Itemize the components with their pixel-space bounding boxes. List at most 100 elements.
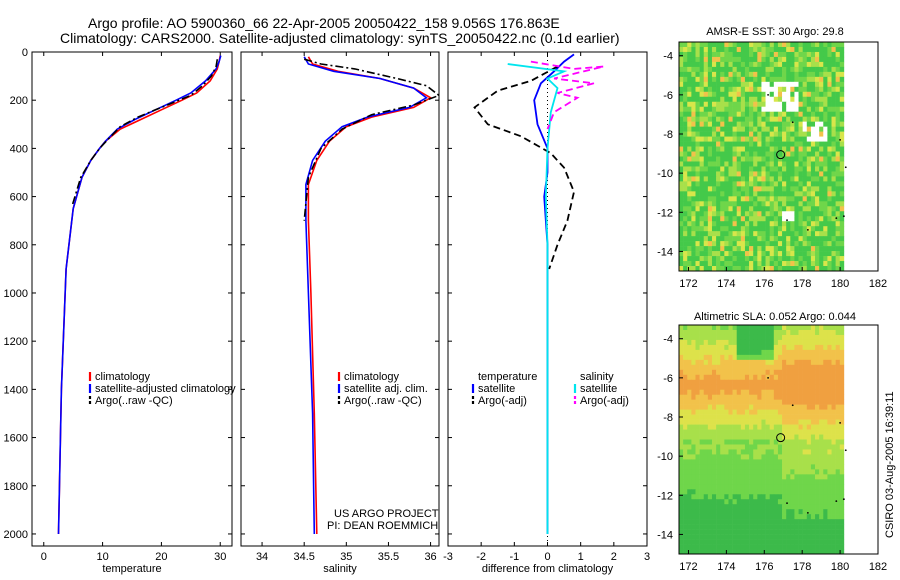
legend-label: Argo(..raw -QC)	[344, 395, 422, 407]
y-tick-label: 1800	[4, 481, 28, 493]
coast-dot	[786, 219, 788, 222]
project-note-line-2: PI: DEAN ROEMMICH	[327, 520, 438, 532]
legend-label: climatology	[95, 371, 151, 383]
legend-label: Argo(-adj)	[580, 395, 629, 407]
coast-dot	[806, 228, 809, 231]
map-x-tick-label: 182	[869, 278, 887, 290]
map-y-tick-label: -14	[657, 529, 673, 541]
temperature-panel	[31, 51, 233, 547]
y-tick-label: 400	[10, 143, 28, 155]
y-tick-label: 1400	[4, 384, 28, 396]
coast-dot	[767, 93, 769, 96]
difference-plot: -3 -2 -1 0 1 2 3 difference from climatology tem…	[443, 51, 650, 575]
legend-label: Argo(-adj)	[478, 395, 527, 407]
map-x-tick-label: 174	[717, 278, 735, 290]
sla_map-cells	[679, 325, 845, 555]
map-y-tick-label: -4	[663, 334, 673, 346]
map-x-tick-label: 176	[755, 278, 773, 290]
map-y-tick-label: -10	[657, 451, 673, 463]
y-tick-label: 2000	[4, 529, 28, 541]
sst_map-cells	[679, 42, 845, 272]
x-tick-label: 36	[424, 551, 436, 563]
coast-dot	[844, 449, 847, 452]
map-y-tick-label: -8	[663, 129, 673, 141]
coast-dot	[839, 421, 841, 424]
sst-map: 172 174 176 178 180 182 -4 -6 -8 -10 -12 -14	[657, 42, 887, 290]
coast-dot	[835, 217, 838, 220]
x-tick-label: -3	[443, 551, 453, 563]
coast-dot	[791, 121, 794, 124]
map-y-tick-label: -4	[663, 51, 673, 63]
series-line-satellite-adj-clim-	[303, 56, 428, 535]
map-x-tick-label: 172	[679, 561, 697, 573]
coast-dot	[842, 498, 845, 501]
map-y-tick-label: -8	[663, 412, 673, 424]
map-y-tick-label: -12	[657, 207, 673, 219]
argo-location-marker	[776, 433, 786, 443]
coast-dot	[839, 138, 841, 141]
series-line-climatology	[307, 56, 433, 535]
legend-label: Argo(..raw -QC)	[95, 395, 173, 407]
title-line-1: Argo profile: AO 5900360_66 22-Apr-2005 …	[88, 15, 560, 31]
salinity-panel	[240, 51, 440, 547]
coast-dot	[767, 376, 769, 379]
sla-map-frame	[678, 324, 879, 555]
map-x-tick-label: 172	[679, 278, 697, 290]
legend-label: temperature	[478, 371, 537, 383]
coast-dot	[786, 502, 788, 505]
series-line-satellite-adjusted-climatology	[57, 55, 222, 535]
y-tick-label: 1200	[4, 336, 28, 348]
legend-label: satellite adj. clim.	[344, 383, 428, 395]
salinity-plot: 34 34.5 35 35.5 36 salinity climatologysatelli…	[241, 51, 441, 575]
x-tick-label: 30	[214, 551, 226, 563]
x-tick-label: 35	[340, 551, 352, 563]
map-x-tick-label: 180	[831, 561, 849, 573]
x-tick-label: 2	[611, 551, 617, 563]
salinity-xlabel: salinity	[323, 563, 357, 575]
x-tick-label: -1	[509, 551, 519, 563]
map-x-tick-label: 174	[717, 561, 735, 573]
map-y-tick-label: -12	[657, 490, 673, 502]
x-tick-label: 34.5	[293, 551, 314, 563]
series-line-argo-raw-qc-	[71, 59, 219, 207]
sst-map-title: AMSR-E SST: 30 Argo: 29.8	[706, 26, 844, 38]
x-tick-label: 20	[155, 551, 167, 563]
x-tick-label: 3	[644, 551, 650, 563]
x-tick-label: 0	[544, 551, 550, 563]
legend-label: satellite-adjusted climatology	[95, 383, 236, 395]
y-tick-label: 800	[10, 240, 28, 252]
argo-location-marker	[776, 150, 786, 160]
difference-xlabel: difference from climatology	[482, 563, 614, 575]
series-line-climatology	[57, 55, 221, 535]
sla-map-title: Altimetric SLA: 0.052 Argo: 0.044	[694, 311, 856, 323]
series-line-salinity-argo-adj-	[530, 60, 605, 130]
temperature-xlabel: temperature	[102, 563, 161, 575]
x-tick-label: 34	[256, 551, 268, 563]
title-line-2: Climatology: CARS2000. Satellite-adjuste…	[60, 30, 620, 46]
x-tick-label: -2	[476, 551, 486, 563]
x-tick-label: 1	[578, 551, 584, 563]
series-line-temperature-satellite	[533, 53, 575, 534]
coast-dot	[844, 166, 847, 169]
coast-dot	[806, 511, 809, 514]
y-tick-label: 200	[10, 95, 28, 107]
legend-label: satellite	[580, 383, 617, 395]
y-tick-label: 0	[22, 47, 28, 59]
legend-label: satellite	[478, 383, 515, 395]
x-tick-label: 0	[41, 551, 47, 563]
legend-label: salinity	[580, 371, 614, 383]
map-y-tick-label: -10	[657, 168, 673, 180]
y-tick-label: 600	[10, 192, 28, 204]
legend-label: climatology	[344, 371, 400, 383]
x-tick-label: 10	[96, 551, 108, 563]
coast-dot	[791, 404, 794, 407]
temperature-plot: 0 10 20 30 0 200 400 600 800 1000 1200 1400 1600 1800…	[4, 47, 237, 575]
map-x-tick-label: 178	[793, 278, 811, 290]
map-x-tick-label: 180	[831, 278, 849, 290]
map-x-tick-label: 176	[755, 561, 773, 573]
y-tick-label: 1000	[4, 288, 28, 300]
map-x-tick-label: 178	[793, 561, 811, 573]
map-y-tick-label: -6	[663, 373, 673, 385]
creation-stamp: CSIRO 03-Aug-2005 16:39:11	[884, 391, 896, 538]
